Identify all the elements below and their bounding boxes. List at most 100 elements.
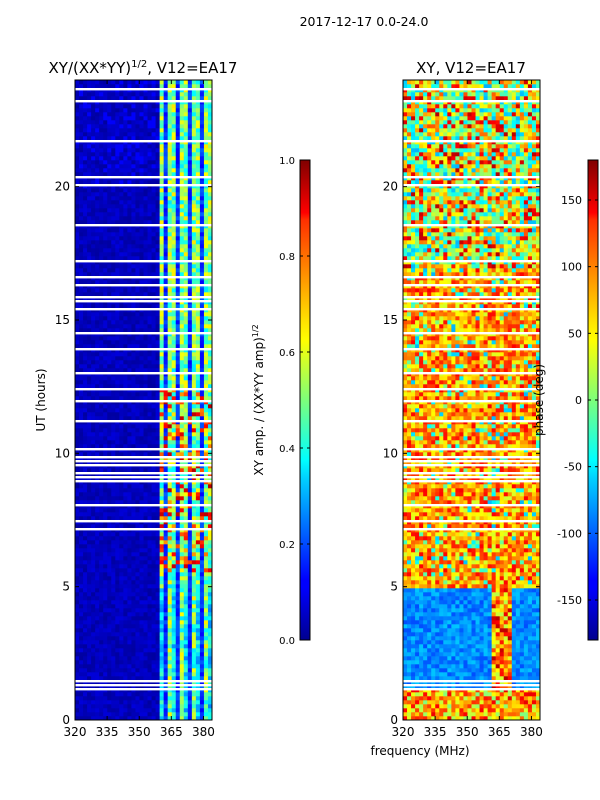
amplitude-cell [103, 228, 108, 233]
amplitude-cell [199, 232, 205, 237]
amplitude-cell [179, 144, 185, 149]
amplitude-cell [99, 408, 104, 413]
amplitude-cell [155, 384, 160, 389]
amplitude-cell [103, 288, 108, 293]
amplitude-cell [95, 144, 100, 149]
amplitude-cell [123, 204, 128, 209]
amplitude-cell [135, 624, 140, 629]
amplitude-cell [123, 212, 128, 217]
amplitude-cell [131, 644, 136, 649]
amplitude-cell [79, 568, 84, 573]
amplitude-cell [155, 668, 160, 673]
amplitude-cell [207, 484, 212, 489]
amplitude-cell [103, 344, 108, 349]
amplitude-cell [87, 268, 92, 273]
amplitude-cell [143, 440, 148, 445]
amplitude-cell [143, 700, 148, 705]
amplitude-cell [203, 264, 209, 269]
amplitude-cell [187, 516, 193, 521]
amplitude-cell [119, 712, 124, 717]
amplitude-cell [203, 560, 209, 565]
amplitude-cell [115, 716, 120, 720]
amplitude-cell [191, 584, 197, 589]
amplitude-cell [111, 568, 116, 573]
amplitude-cell [163, 392, 168, 397]
amplitude-cell [147, 172, 152, 177]
amplitude-cell [79, 632, 84, 637]
amplitude-cell [131, 708, 136, 713]
amplitude-cell [195, 412, 201, 417]
amplitude-cell [107, 592, 112, 597]
amplitude-cell [123, 428, 128, 433]
amplitude-cell [127, 232, 132, 237]
amplitude-cell [119, 516, 124, 521]
amplitude-cell [155, 248, 160, 253]
amplitude-cell [147, 160, 152, 165]
amplitude-cell [79, 280, 84, 285]
amplitude-cell [139, 220, 144, 225]
amplitude-cell [131, 256, 136, 261]
amplitude-cell [199, 408, 205, 413]
amplitude-cell [167, 524, 173, 529]
amplitude-cell [167, 252, 173, 257]
amplitude-cell [199, 568, 205, 573]
amplitude-cell [131, 204, 136, 209]
amplitude-cell [111, 440, 116, 445]
amplitude-cell [179, 524, 185, 529]
amplitude-cell [83, 564, 88, 569]
amplitude-cell [135, 636, 140, 641]
amplitude-cell [135, 268, 140, 273]
amplitude-cell [147, 500, 152, 505]
amplitude-cell [115, 324, 120, 329]
amplitude-cell [135, 512, 140, 517]
amplitude-cell [203, 192, 209, 197]
amplitude-cell [191, 660, 197, 665]
amplitude-cell [103, 676, 108, 681]
amplitude-cell [207, 512, 212, 517]
amplitude-cell [167, 156, 173, 161]
amplitude-cell [187, 444, 193, 449]
amplitude-cell [199, 500, 205, 505]
amplitude-cell [79, 708, 84, 713]
amplitude-cell [155, 152, 160, 157]
amplitude-cell [183, 576, 189, 581]
amplitude-cell [99, 168, 104, 173]
amplitude-cell [199, 588, 205, 593]
amplitude-cell [131, 512, 136, 517]
amplitude-cell [127, 636, 132, 641]
amplitude-cell [83, 156, 88, 161]
amplitude-cell [87, 404, 92, 409]
amplitude-cell [123, 216, 128, 221]
amplitude-cell [91, 600, 96, 605]
amplitude-cell [195, 668, 201, 673]
amplitude-cell [187, 524, 193, 529]
amplitude-cell [147, 212, 152, 217]
amplitude-cell [87, 132, 92, 137]
amplitude-cell [159, 500, 164, 505]
amplitude-cell [103, 364, 108, 369]
amplitude-cell [131, 340, 136, 345]
amplitude-cell [99, 648, 104, 653]
amplitude-cell [159, 416, 164, 421]
amplitude-cell [199, 216, 205, 221]
amplitude-cell [99, 172, 104, 177]
amplitude-cell [83, 536, 88, 541]
amplitude-cell [191, 152, 197, 157]
amplitude-cell [119, 272, 124, 277]
amplitude-cell [131, 336, 136, 341]
amplitude-cell [171, 560, 177, 565]
amplitude-cell [91, 492, 96, 497]
amplitude-cell [195, 676, 201, 681]
amplitude-cell [79, 412, 84, 417]
amplitude-cell [127, 620, 132, 625]
amplitude-cell [203, 360, 209, 365]
amplitude-cell [167, 368, 173, 373]
amplitude-cell [119, 628, 124, 633]
amplitude-cell [79, 256, 84, 261]
amplitude-cell [135, 700, 140, 705]
amplitude-cell [203, 324, 209, 329]
amplitude-cell [167, 696, 173, 701]
amplitude-cell [191, 368, 197, 373]
amplitude-cell [91, 364, 96, 369]
amplitude-cell [175, 172, 181, 177]
